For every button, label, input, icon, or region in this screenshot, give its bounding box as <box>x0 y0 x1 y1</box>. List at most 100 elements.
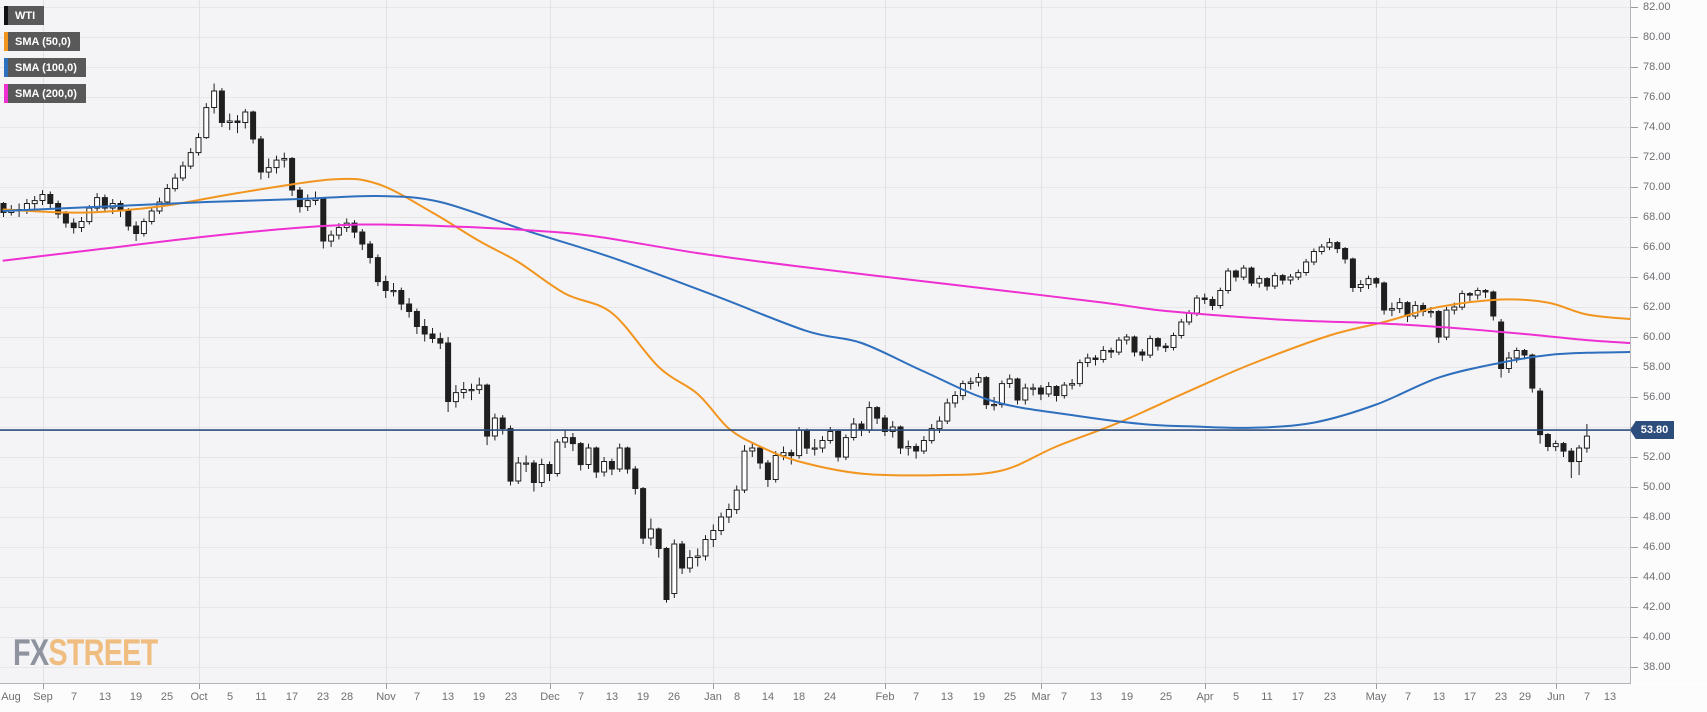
candle-down <box>437 338 444 344</box>
y-tick-mark <box>1631 97 1638 98</box>
candle-down <box>663 548 670 600</box>
candle-down <box>897 426 904 449</box>
candle-up <box>710 530 717 540</box>
candlestick-layer <box>0 83 1590 603</box>
candle-down <box>1154 338 1161 347</box>
y-axis-label: 82.00 <box>1643 1 1671 13</box>
candle-up <box>1505 357 1512 369</box>
candle-up <box>905 446 912 449</box>
candle-down <box>1342 248 1349 260</box>
candle-up <box>1326 242 1333 248</box>
candle-up <box>203 107 210 139</box>
candle-down <box>577 443 584 466</box>
candle-up <box>148 210 155 222</box>
candle-down <box>507 428 514 482</box>
candle-up <box>866 407 873 431</box>
candle-down <box>530 462 537 483</box>
candle-down <box>757 447 764 464</box>
x-axis-label: 7 <box>1404 691 1412 703</box>
candle-down <box>1537 390 1544 436</box>
legend-color-bar <box>4 58 8 77</box>
x-axis-label: Sep <box>33 691 53 703</box>
candle-up <box>1022 387 1029 401</box>
x-axis-label: 26 <box>667 691 681 703</box>
x-axis-label: 25 <box>1003 691 1017 703</box>
x-axis-label: 19 <box>129 691 143 703</box>
chart-plot-area[interactable]: FXSTREET <box>0 0 1631 684</box>
candle-down <box>0 203 7 213</box>
candle-down <box>608 461 615 470</box>
y-tick-mark <box>1631 337 1638 338</box>
candle-up <box>1006 378 1013 384</box>
fxstreet-logo-street: STREET <box>48 632 158 673</box>
y-axis-label: 64.00 <box>1643 271 1671 283</box>
x-axis-label: 17 <box>285 691 299 703</box>
candle-down <box>858 423 865 431</box>
candle-up <box>1443 309 1450 338</box>
x-tick-mark <box>43 684 44 689</box>
fxstreet-logo-fx: FX <box>13 632 49 673</box>
candle-up <box>1474 290 1481 296</box>
x-axis-label: 7 <box>1583 691 1591 703</box>
candle-up <box>1076 362 1083 385</box>
candle-up <box>1100 350 1107 360</box>
y-tick-mark <box>1631 277 1638 278</box>
candle-up <box>226 120 233 123</box>
x-axis-label: 19 <box>972 691 986 703</box>
candle-up <box>304 200 311 208</box>
legend-color-bar <box>4 6 8 25</box>
candle-up <box>1287 276 1294 281</box>
x-axis-label: May <box>1365 691 1387 703</box>
y-tick-mark <box>1631 517 1638 518</box>
x-axis-label: 13 <box>1089 691 1103 703</box>
candle-down <box>881 417 888 432</box>
y-tick-mark <box>1631 487 1638 488</box>
x-axis-label: 13 <box>940 691 954 703</box>
price-axis[interactable]: 82.00 80.00 78.00 76.00 74.00 72.00 70.00 68.00… <box>1631 0 1707 683</box>
candle-up <box>811 447 818 450</box>
x-axis-label: 7 <box>413 691 421 703</box>
legend-color-bar <box>4 32 8 51</box>
indicator-legend: WTI SMA (50,0) SMA (100,0) SMA (200,0) <box>4 6 86 110</box>
candle-down <box>1139 351 1146 356</box>
legend-item: WTI <box>4 6 86 25</box>
candle-up <box>671 543 678 594</box>
x-axis-label: Mar <box>1031 691 1051 703</box>
candle-up <box>1396 302 1403 310</box>
candle-down <box>1544 434 1551 447</box>
candle-down <box>1162 345 1169 349</box>
candle-up <box>1357 284 1364 288</box>
y-tick-mark <box>1631 127 1638 128</box>
candle-up <box>78 221 85 228</box>
time-axis[interactable]: Aug Sep 7 13 19 25 Oct 5 11 17 23 28 Nov 7 13 19 23 Dec 7 1… <box>0 684 1707 712</box>
candle-up <box>86 207 93 223</box>
x-axis-label: 17 <box>1463 691 1477 703</box>
candle-down <box>1498 321 1505 369</box>
candle-up <box>889 426 896 432</box>
candle-down <box>218 90 225 123</box>
y-tick-mark <box>1631 547 1638 548</box>
x-axis-label: 23 <box>1494 691 1508 703</box>
x-axis-label: 7 <box>912 691 920 703</box>
candle-down <box>569 437 576 445</box>
legend-label: WTI <box>8 6 45 25</box>
x-axis-label: 24 <box>823 691 837 703</box>
candle-up <box>460 389 467 393</box>
candle-down <box>764 462 771 480</box>
y-axis-label: 60.00 <box>1643 331 1671 343</box>
candle-down <box>803 429 810 449</box>
x-axis-label: 19 <box>1120 691 1134 703</box>
x-axis-label: 25 <box>1159 691 1173 703</box>
x-axis-label: 19 <box>636 691 650 703</box>
candle-up <box>936 420 943 430</box>
candlestick-chart-canvas[interactable] <box>0 0 1630 683</box>
candle-down <box>62 213 69 224</box>
candle-up <box>1388 308 1395 311</box>
candle-down <box>874 407 881 419</box>
candle-down <box>499 417 506 429</box>
x-axis-label: 13 <box>98 691 112 703</box>
y-axis-label: 80.00 <box>1643 31 1671 43</box>
candle-up <box>601 461 608 473</box>
candle-up <box>1115 339 1122 353</box>
y-axis-label: 50.00 <box>1643 481 1671 493</box>
